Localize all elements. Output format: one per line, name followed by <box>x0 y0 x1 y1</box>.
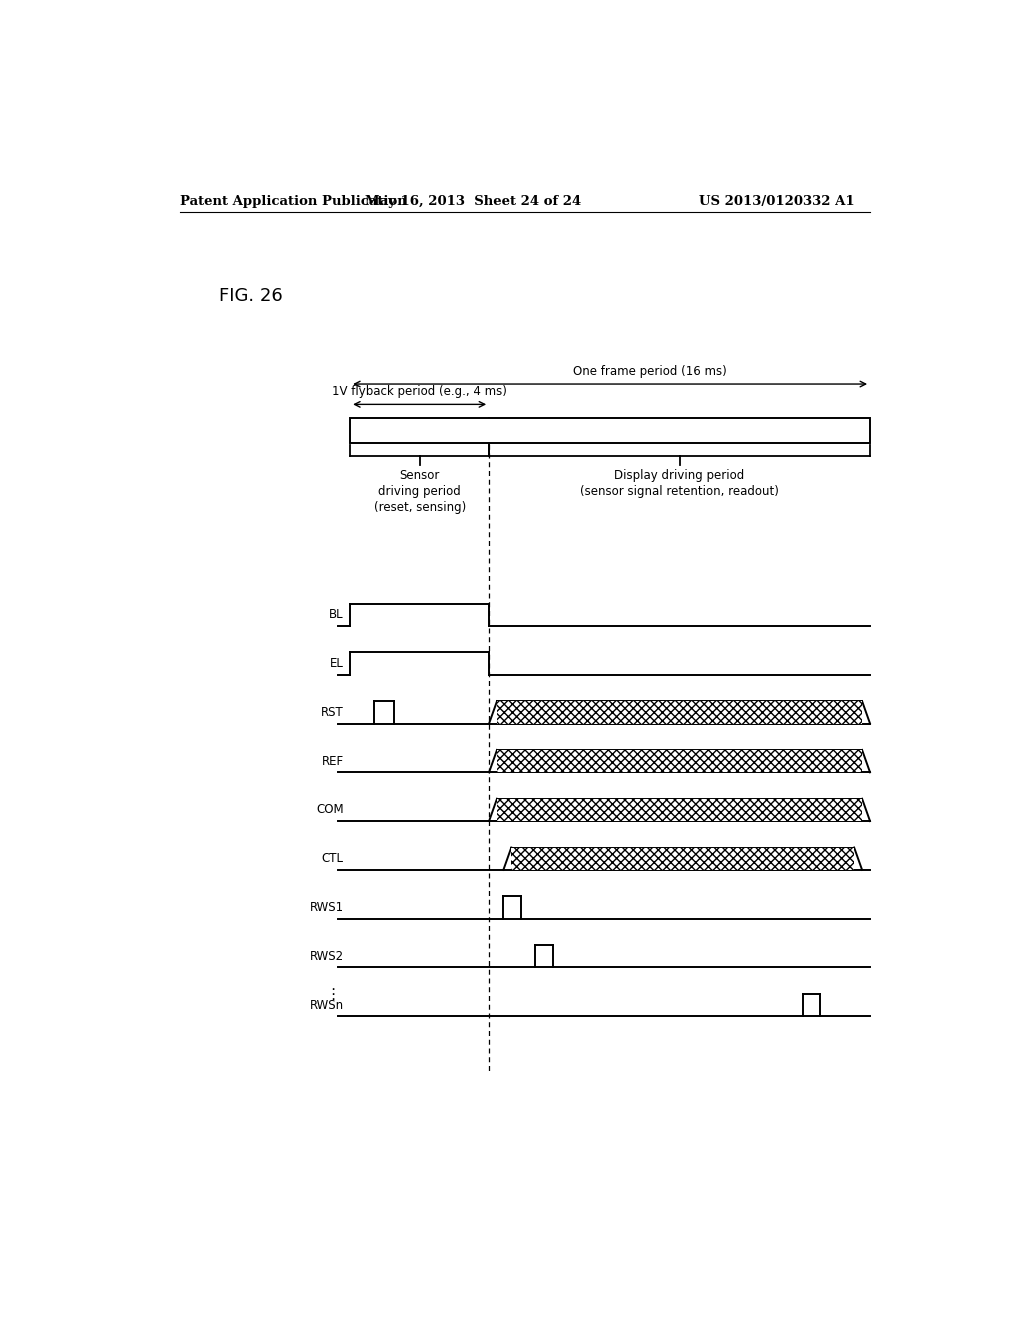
Bar <box>350 417 870 444</box>
Text: EL: EL <box>330 657 344 671</box>
Text: REF: REF <box>322 755 344 768</box>
Text: ⋮: ⋮ <box>326 987 340 1002</box>
Text: May 16, 2013  Sheet 24 of 24: May 16, 2013 Sheet 24 of 24 <box>366 194 582 207</box>
Bar <box>497 799 862 821</box>
Text: Patent Application Publication: Patent Application Publication <box>179 194 407 207</box>
Text: COM: COM <box>316 804 344 816</box>
Bar <box>497 750 862 772</box>
Text: Sensor
driving period
(reset, sensing): Sensor driving period (reset, sensing) <box>374 470 466 515</box>
Text: RWSn: RWSn <box>309 998 344 1011</box>
Text: 1V flyback period (e.g., 4 ms): 1V flyback period (e.g., 4 ms) <box>332 385 507 399</box>
Text: FIG. 26: FIG. 26 <box>219 286 283 305</box>
Text: BL: BL <box>330 609 344 622</box>
Text: RST: RST <box>322 706 344 719</box>
Text: US 2013/0120332 A1: US 2013/0120332 A1 <box>699 194 855 207</box>
Text: CTL: CTL <box>322 853 344 865</box>
Text: RWS1: RWS1 <box>309 902 344 913</box>
Text: RWS2: RWS2 <box>309 950 344 962</box>
Bar <box>511 847 854 870</box>
Bar <box>497 701 862 723</box>
Text: Display driving period
(sensor signal retention, readout): Display driving period (sensor signal re… <box>581 470 779 499</box>
Text: One frame period (16 ms): One frame period (16 ms) <box>572 364 727 378</box>
